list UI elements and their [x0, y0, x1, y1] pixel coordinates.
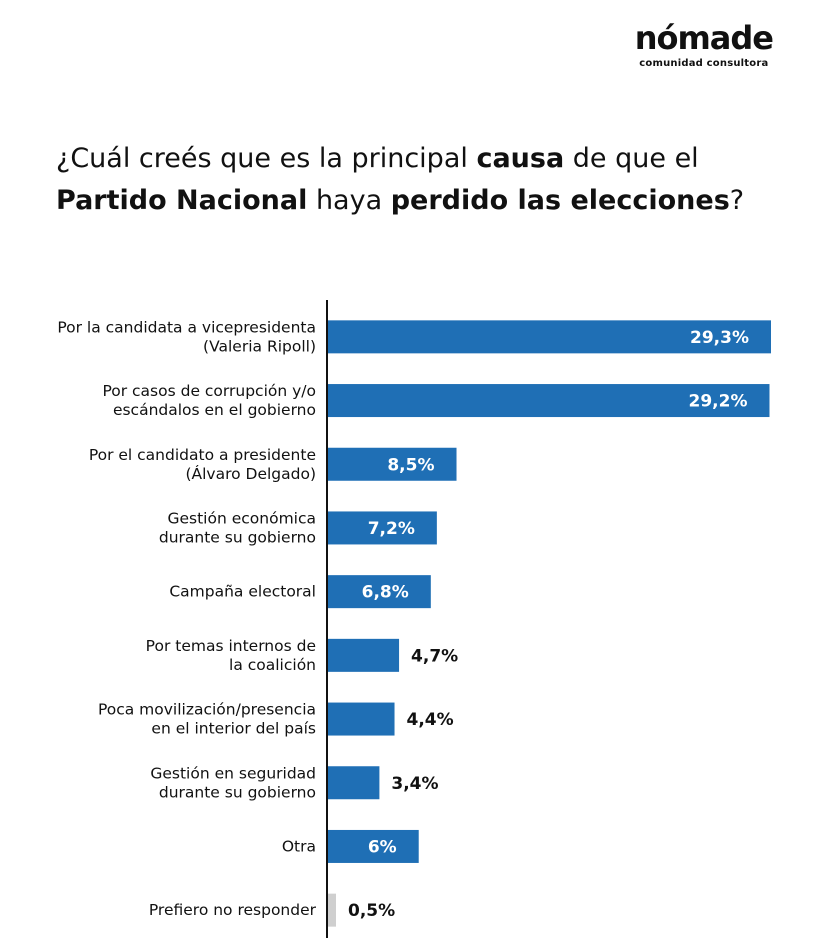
- value-label-1: 29,2%: [689, 392, 748, 412]
- bar-0: [328, 320, 771, 354]
- bar-4: [328, 575, 431, 609]
- bar-8: [328, 829, 419, 863]
- category-label-3-0: Gestión económica: [167, 509, 316, 527]
- category-label-6-1: en el interior del país: [151, 720, 316, 738]
- value-label-4: 6,8%: [362, 583, 409, 603]
- chart-question-title: ¿Cuál creés que es la principal causa de…: [56, 138, 756, 222]
- bar-6: [328, 702, 395, 736]
- brand-logo: nómade comunidad consultora: [634, 19, 774, 69]
- category-label-1-0: Por casos de corrupción y/o: [102, 382, 316, 400]
- value-label-0: 29,3%: [690, 328, 749, 348]
- value-label-3: 7,2%: [368, 519, 415, 539]
- category-label-6-0: Poca movilización/presencia: [98, 701, 316, 719]
- bar-5: [328, 638, 400, 672]
- question-part-4: haya: [307, 185, 391, 216]
- category-label-0-0: Por la candidata a vicepresidenta: [57, 318, 316, 336]
- category-label-5-1: la coalición: [229, 656, 316, 674]
- category-label-7-1: durante su gobierno: [159, 783, 316, 801]
- bar-3: [328, 511, 437, 545]
- question-part-6: ?: [729, 185, 745, 216]
- category-label-2-0: Por el candidato a presidente: [89, 446, 316, 464]
- value-label-8: 6%: [368, 837, 397, 857]
- category-label-5-0: Por temas internos de: [146, 637, 316, 655]
- question-part-5: perdido las elecciones: [390, 185, 730, 216]
- category-label-8-0: Otra: [282, 837, 316, 855]
- question-part-3: Partido Nacional: [56, 185, 308, 216]
- category-label-9-0: Prefiero no responder: [149, 901, 317, 919]
- category-label-0-1: (Valeria Ripoll): [203, 337, 316, 355]
- brand-name: nómade: [634, 19, 774, 57]
- bar-1: [328, 384, 770, 418]
- category-label-4-0: Campaña electoral: [169, 583, 316, 601]
- brand-tagline: comunidad consultora: [639, 58, 769, 69]
- value-label-2: 8,5%: [387, 455, 434, 475]
- category-label-3-1: durante su gobierno: [159, 528, 316, 546]
- value-label-5: 4,7%: [411, 646, 458, 666]
- bar-7: [328, 766, 380, 800]
- bar-9: [328, 893, 336, 927]
- category-label-7-0: Gestión en seguridad: [150, 764, 316, 782]
- value-label-6: 4,4%: [407, 710, 454, 730]
- question-part-2: de que el: [564, 143, 699, 174]
- category-label-1-1: escándalos en el gobierno: [113, 401, 316, 419]
- question-part-1: causa: [476, 143, 565, 174]
- question-part-0: ¿Cuál creés que es la principal: [56, 143, 477, 174]
- value-label-7: 3,4%: [391, 774, 438, 794]
- value-label-9: 0,5%: [348, 901, 395, 921]
- bar-2: [328, 447, 457, 481]
- category-label-2-1: (Álvaro Delgado): [185, 464, 316, 483]
